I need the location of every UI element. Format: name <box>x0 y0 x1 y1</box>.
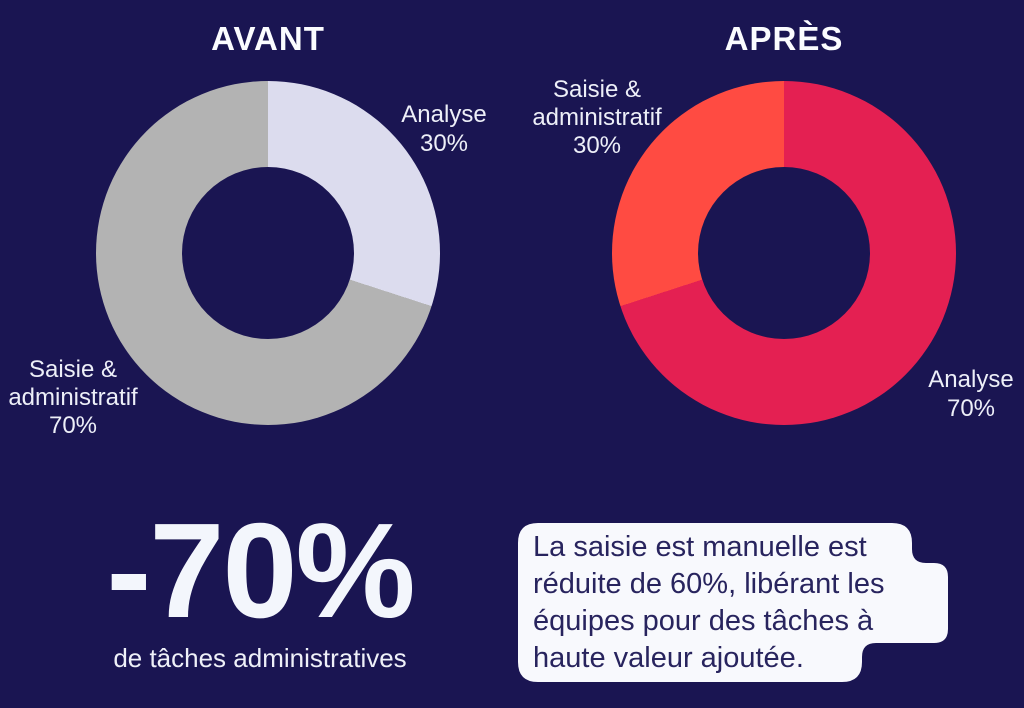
slice-label-apres-saisie: Saisie & administratif 30% <box>517 76 677 160</box>
callout-bubble-shape <box>518 523 948 682</box>
slice-label-pct: 30% <box>572 132 622 159</box>
callout-line: réduite de 60%, libérant les <box>533 568 885 600</box>
callout-line: équipes pour des tâches à <box>533 605 874 637</box>
callout-bubble: La saisie est manuelle est réduite de 60… <box>518 523 948 682</box>
slice-label-avant-saisie: Saisie & administratif 70% <box>0 356 148 440</box>
slice-label-name: Analyse <box>401 101 487 128</box>
callout-text: La saisie est manuelle est réduite de 60… <box>533 529 937 677</box>
slice-label-avant-analyse: Analyse 30% <box>369 100 519 158</box>
stat-caption: de tâches administratives <box>113 643 407 673</box>
donut-chart-avant <box>96 81 440 425</box>
stat-value: -70% <box>106 495 415 646</box>
donut-hole <box>182 167 354 339</box>
donut-chart-apres <box>612 81 956 425</box>
callout-line: La saisie est manuelle est <box>533 531 867 563</box>
donut-hole <box>698 167 870 339</box>
slice-label-name: Analyse <box>928 366 1014 393</box>
slice-label-pct: 70% <box>946 395 996 422</box>
slice-label-name: Saisie & administratif <box>8 356 138 411</box>
slice-label-pct: 70% <box>48 412 98 439</box>
slice-label-apres-analyse: Analyse 70% <box>896 365 1024 423</box>
stat-block: -70% de tâches administratives <box>40 503 480 674</box>
callout-bubble-path <box>518 523 948 682</box>
chart-title-avant: AVANT <box>211 20 325 57</box>
slice-label-name: Saisie & administratif <box>532 76 662 131</box>
chart-title-apres: APRÈS <box>724 20 844 57</box>
slice-label-pct: 30% <box>419 130 469 157</box>
callout-line: haute valeur ajoutée. <box>533 642 804 674</box>
